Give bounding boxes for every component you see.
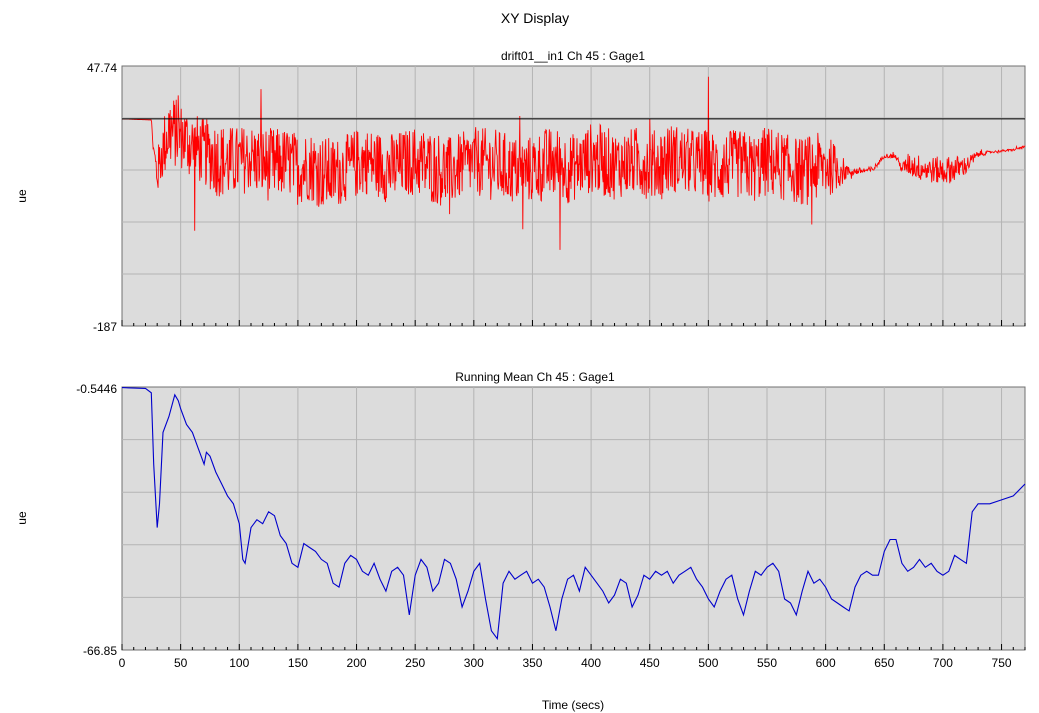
x-tick-label: 150 <box>288 656 308 670</box>
window-title: XY Display <box>501 10 569 26</box>
bottom-y-axis-label: ue <box>15 511 29 525</box>
top-y-tick-max: 47.74 <box>87 61 117 75</box>
series-line-0 <box>121 387 1026 641</box>
x-tick-label: 300 <box>464 656 484 670</box>
x-axis-label: Time (secs) <box>542 698 604 712</box>
x-tick-label: 350 <box>522 656 542 670</box>
top-plot-area <box>121 65 1026 327</box>
top-y-tick-min: -187 <box>93 320 117 334</box>
x-tick-label: 400 <box>581 656 601 670</box>
x-tick-label: 700 <box>933 656 953 670</box>
x-tick-label: 600 <box>816 656 836 670</box>
x-tick-label: 0 <box>119 656 126 670</box>
bottom-chart: Running Mean Ch 45 : Gage1 -0.5446 -66.8… <box>15 370 1026 670</box>
top-grid <box>122 66 1025 326</box>
x-tick-label: 650 <box>874 656 894 670</box>
x-tick-label: 450 <box>640 656 660 670</box>
x-tick-label: 50 <box>174 656 188 670</box>
x-tick-label: 200 <box>347 656 367 670</box>
x-tick-label: 750 <box>992 656 1012 670</box>
top-chart: drift01__in1 Ch 45 : Gage1 47.74 -187 ue <box>15 49 1026 334</box>
bottom-series <box>121 387 1026 641</box>
top-x-ticks <box>121 320 1026 326</box>
bottom-y-tick-max: -0.5446 <box>76 382 117 396</box>
bottom-x-tick-labels: 0 50 100 150 200 250 300 350 400 450 500 550 600 650 7… <box>119 656 1012 670</box>
bottom-y-tick-min: -66.85 <box>83 644 117 658</box>
bottom-plot-area <box>121 386 1026 651</box>
x-tick-label: 250 <box>405 656 425 670</box>
top-series <box>122 76 1026 250</box>
top-chart-title: drift01__in1 Ch 45 : Gage1 <box>501 49 645 63</box>
x-tick-label: 500 <box>698 656 718 670</box>
x-tick-label: 550 <box>757 656 777 670</box>
bottom-chart-title: Running Mean Ch 45 : Gage1 <box>455 370 615 384</box>
bottom-x-ticks <box>121 644 1026 650</box>
top-y-axis-label: ue <box>15 189 29 203</box>
x-tick-label: 100 <box>229 656 249 670</box>
bottom-grid <box>122 387 1025 650</box>
series-line-0 <box>122 76 1026 250</box>
